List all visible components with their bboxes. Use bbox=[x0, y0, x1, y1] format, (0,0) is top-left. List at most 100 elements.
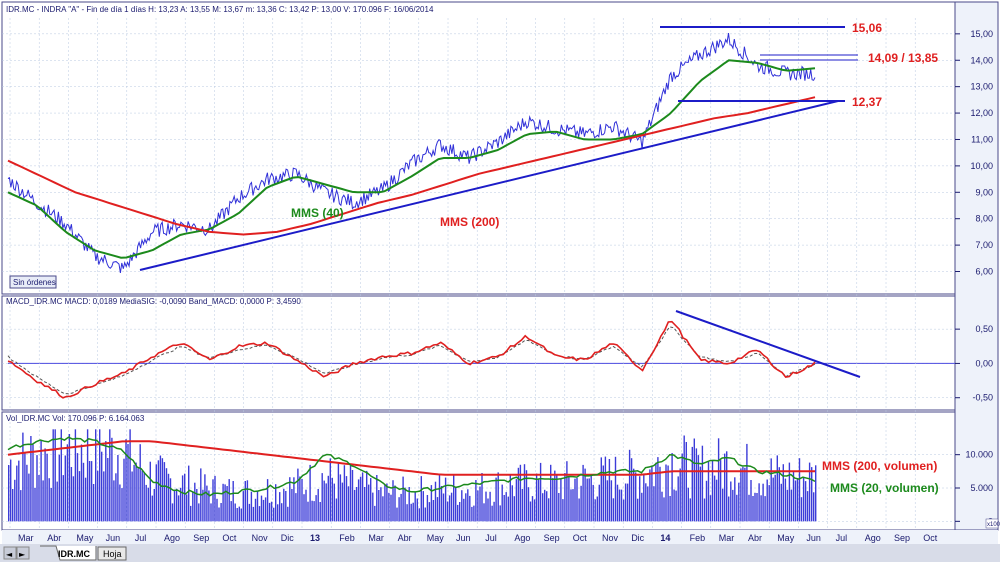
tab-idr-mc[interactable] bbox=[40, 545, 97, 561]
volume-bar bbox=[46, 453, 48, 522]
month-label-17: Ago bbox=[514, 533, 530, 543]
volume-bar bbox=[651, 465, 653, 522]
volume-bar bbox=[592, 484, 594, 522]
volume-bar bbox=[748, 494, 750, 522]
volume-bar bbox=[430, 485, 433, 522]
volume-bar bbox=[487, 498, 489, 522]
volume-bar bbox=[461, 490, 463, 522]
volume-bar bbox=[572, 489, 574, 522]
volume-bar bbox=[56, 481, 58, 522]
volume-bar bbox=[396, 507, 398, 522]
volume-bar bbox=[384, 484, 386, 522]
volume-bar bbox=[226, 486, 228, 522]
volume-bar bbox=[305, 489, 307, 522]
volume-bar bbox=[722, 488, 724, 522]
volume-bar bbox=[236, 508, 238, 522]
volume-bar bbox=[258, 506, 261, 522]
volume-bar bbox=[671, 453, 673, 522]
volume-bar bbox=[177, 495, 180, 522]
volume-bar bbox=[697, 455, 700, 522]
volume-bar bbox=[746, 443, 748, 522]
volume-bar bbox=[659, 466, 661, 522]
month-label-31: Oct bbox=[923, 533, 938, 543]
volume-bar bbox=[657, 457, 659, 522]
volume-bar bbox=[173, 489, 176, 522]
price-tick-label-8: 14,00 bbox=[970, 55, 993, 65]
volume-bar bbox=[283, 488, 285, 522]
volume-bar bbox=[20, 490, 22, 522]
volume-bar bbox=[224, 484, 226, 522]
volume-bar bbox=[552, 478, 554, 522]
volume-bar bbox=[562, 499, 564, 522]
volume-bar bbox=[711, 459, 714, 522]
volume-bar bbox=[270, 501, 273, 522]
volume-bar bbox=[228, 479, 230, 522]
volume-bar bbox=[584, 468, 586, 522]
volume-bar bbox=[321, 473, 323, 522]
volume-bar bbox=[784, 478, 787, 522]
volume-bar bbox=[786, 489, 789, 522]
label-mms-200: MMS (200) bbox=[440, 215, 499, 229]
volume-bar bbox=[649, 469, 651, 522]
volume-bar bbox=[137, 468, 139, 522]
volume-bar bbox=[503, 495, 505, 522]
volume-bar bbox=[580, 485, 582, 522]
price-tick-label-1: 7,00 bbox=[975, 240, 993, 250]
volume-bar bbox=[604, 456, 607, 522]
volume-bar bbox=[620, 489, 623, 522]
volume-bar bbox=[337, 462, 340, 522]
volume-bar bbox=[222, 483, 224, 522]
volume-bar bbox=[78, 471, 81, 522]
tab-scroll-left-button[interactable] bbox=[3, 546, 17, 560]
volume-bar bbox=[517, 467, 520, 522]
month-label-30: Sep bbox=[894, 533, 910, 543]
volume-bar bbox=[744, 467, 746, 522]
tab-scroll-right-button[interactable] bbox=[16, 546, 30, 560]
volume-bar bbox=[28, 473, 30, 522]
volume-bar bbox=[719, 460, 722, 522]
month-label-10: 13 bbox=[310, 533, 320, 543]
volume-bar bbox=[121, 488, 123, 522]
volume-bar bbox=[297, 468, 299, 522]
volume-bar bbox=[608, 459, 611, 522]
volume-bar bbox=[301, 479, 303, 522]
volume-bar bbox=[813, 492, 815, 522]
volume-bar bbox=[655, 462, 657, 522]
volume-bar bbox=[665, 464, 667, 522]
volume-bar bbox=[738, 482, 740, 522]
volume-bar bbox=[537, 479, 540, 522]
volume-bar bbox=[703, 498, 706, 522]
volume-bar bbox=[758, 483, 760, 522]
long-term-trendline bbox=[139, 100, 839, 271]
volume-bar bbox=[515, 479, 518, 522]
month-label-24: Mar bbox=[719, 533, 735, 543]
volume-bar bbox=[685, 442, 687, 522]
volume-bar bbox=[705, 480, 708, 522]
volume-bar bbox=[171, 503, 174, 522]
tab-scroll-right-icon: ► bbox=[19, 550, 26, 559]
tab-hoja[interactable] bbox=[97, 546, 127, 561]
volume-bar bbox=[618, 489, 621, 522]
volume-bar bbox=[760, 495, 762, 522]
volume-bar bbox=[145, 484, 147, 522]
volume-bar bbox=[752, 496, 754, 522]
volume-bar bbox=[165, 468, 168, 522]
volume-bar bbox=[161, 458, 164, 522]
volume-bar bbox=[473, 505, 475, 522]
volume-bar bbox=[772, 477, 774, 522]
volume-bar bbox=[64, 455, 66, 522]
volume-bar bbox=[489, 491, 491, 522]
volume-bar bbox=[550, 464, 552, 522]
volume-bar bbox=[806, 491, 809, 522]
macd-panel[interactable] bbox=[1, 295, 956, 411]
sin-ordenes-badge[interactable] bbox=[9, 275, 57, 289]
volume-bar bbox=[707, 461, 710, 522]
volume-bar bbox=[364, 487, 366, 522]
volume-bar bbox=[212, 479, 214, 522]
volume-bar bbox=[30, 436, 32, 522]
volume-bar bbox=[578, 498, 580, 522]
volume-bar bbox=[519, 464, 522, 522]
volume-bar bbox=[612, 498, 615, 522]
macd-trendline bbox=[675, 310, 861, 378]
volume-bar bbox=[181, 475, 184, 522]
